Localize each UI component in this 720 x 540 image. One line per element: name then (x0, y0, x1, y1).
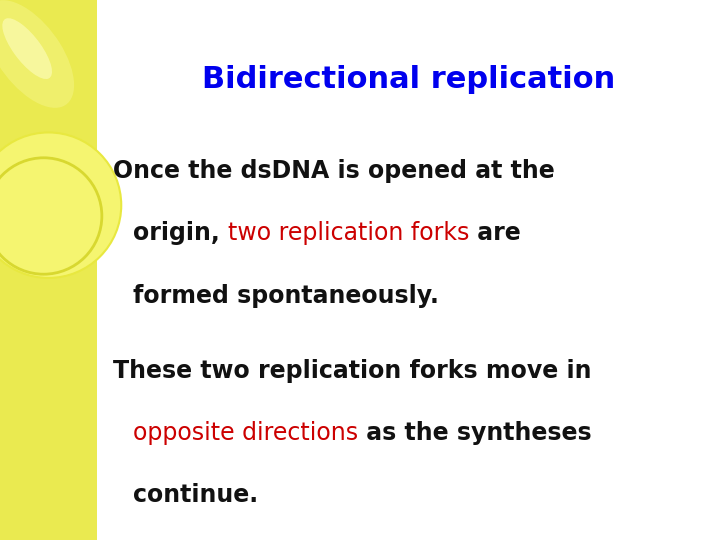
Text: Bidirectional replication: Bidirectional replication (202, 65, 615, 94)
Ellipse shape (0, 0, 74, 108)
Ellipse shape (2, 18, 52, 79)
Text: opposite directions: opposite directions (133, 421, 358, 445)
Text: as the syntheses: as the syntheses (358, 421, 592, 445)
Text: continue.: continue. (133, 483, 258, 507)
Text: two replication forks: two replication forks (228, 221, 469, 245)
Text: Once the dsDNA is opened at the: Once the dsDNA is opened at the (113, 159, 554, 183)
Ellipse shape (0, 132, 121, 278)
Text: origin,: origin, (133, 221, 228, 245)
Bar (0, 0, 97, 540)
Text: are: are (469, 221, 521, 245)
Text: These two replication forks move in: These two replication forks move in (113, 359, 592, 383)
Text: formed spontaneously.: formed spontaneously. (133, 284, 439, 307)
